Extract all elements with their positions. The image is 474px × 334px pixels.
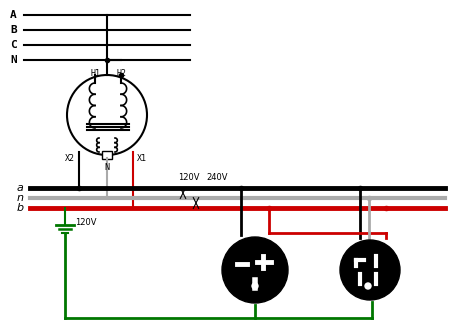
Text: 120V: 120V (178, 173, 200, 182)
Text: N: N (104, 163, 109, 172)
Text: a: a (17, 183, 23, 193)
Circle shape (252, 283, 258, 289)
Circle shape (365, 283, 371, 289)
Text: X1: X1 (137, 154, 147, 163)
Text: 240V: 240V (206, 173, 228, 182)
Text: b: b (17, 203, 24, 213)
Text: H2: H2 (116, 69, 126, 78)
Circle shape (222, 237, 288, 303)
Text: X2: X2 (65, 154, 75, 163)
Text: A: A (10, 10, 17, 20)
Text: B: B (10, 25, 17, 35)
Text: N: N (10, 55, 17, 65)
Text: 120V: 120V (75, 218, 97, 227)
Circle shape (340, 240, 400, 300)
Text: H1: H1 (90, 69, 100, 78)
Text: C: C (10, 40, 17, 50)
FancyBboxPatch shape (102, 151, 112, 159)
Text: n: n (17, 193, 24, 203)
